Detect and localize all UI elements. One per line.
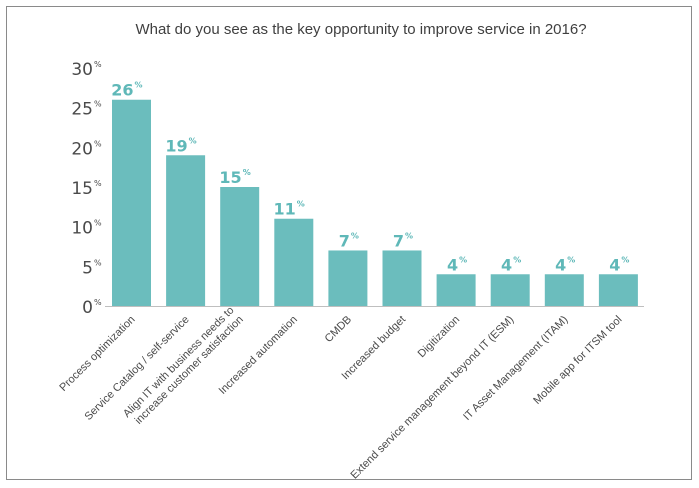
x-tick-label: CMDB bbox=[323, 314, 354, 345]
y-tick-unit: % bbox=[94, 100, 102, 109]
bar bbox=[382, 250, 422, 306]
y-tick-value: 10 bbox=[71, 219, 93, 239]
data-label-value: 15 bbox=[219, 168, 241, 187]
data-label-unit: % bbox=[297, 200, 305, 209]
y-tick-label: 20% bbox=[71, 139, 102, 159]
y-tick-unit: % bbox=[94, 139, 102, 148]
data-label-unit: % bbox=[243, 168, 251, 177]
x-tick-label-line: CMDB bbox=[323, 314, 354, 345]
y-tick-label: 5% bbox=[82, 258, 102, 278]
x-tick-label-line: Mobile app for ITSM tool bbox=[531, 314, 624, 407]
data-label-value: 7 bbox=[393, 231, 404, 250]
data-label: 11% bbox=[274, 200, 305, 219]
y-tick-label: 10% bbox=[71, 219, 102, 239]
y-tick-value: 0 bbox=[82, 298, 93, 318]
data-label: 19% bbox=[165, 136, 196, 155]
data-label-unit: % bbox=[351, 231, 359, 240]
data-label-value: 26 bbox=[111, 81, 133, 100]
data-label: 7% bbox=[339, 231, 359, 250]
data-label-unit: % bbox=[459, 255, 467, 264]
y-tick-unit: % bbox=[94, 298, 102, 307]
bar bbox=[544, 274, 584, 306]
data-label: 4% bbox=[501, 255, 521, 274]
y-tick-value: 5 bbox=[82, 258, 93, 278]
data-label-unit: % bbox=[621, 255, 629, 264]
y-tick-value: 30 bbox=[71, 60, 93, 80]
data-label-unit: % bbox=[567, 255, 575, 264]
bar bbox=[112, 99, 151, 306]
data-label: 4% bbox=[555, 255, 575, 274]
bar bbox=[274, 218, 314, 306]
bars: 26 %19 %15 %11 %7% 7 %4% 4% 4% 4% bbox=[111, 81, 638, 306]
bar bbox=[598, 274, 638, 306]
y-tick-unit: % bbox=[94, 219, 102, 228]
x-tick-label-line: Digitization bbox=[416, 314, 463, 361]
x-tick-label-line: increase customer satisfaction bbox=[133, 314, 246, 427]
data-label-value: 11 bbox=[274, 200, 296, 219]
x-tick-label: IT Asset Management (ITAM) bbox=[461, 314, 570, 423]
x-tick-label: Digitization bbox=[416, 314, 463, 361]
data-label-value: 4 bbox=[609, 255, 620, 274]
data-label: 4% bbox=[447, 255, 467, 274]
data-label: 4% bbox=[609, 255, 629, 274]
y-tick-unit: % bbox=[94, 258, 102, 267]
bar bbox=[166, 155, 206, 306]
y-tick-value: 20 bbox=[71, 139, 93, 159]
x-tick-label: Mobile app for ITSM tool bbox=[531, 314, 624, 407]
x-tick-label-line: IT Asset Management (ITAM) bbox=[461, 314, 570, 423]
bar bbox=[490, 274, 530, 306]
bar bbox=[436, 274, 476, 306]
chart-title: What do you see as the key opportunity t… bbox=[135, 21, 586, 38]
y-axis: 0 %5 %10 %15 %20 %25 %30% bbox=[71, 60, 102, 318]
data-label-unit: % bbox=[405, 231, 413, 240]
data-label-value: 7 bbox=[339, 231, 350, 250]
data-label: 15% bbox=[219, 168, 250, 187]
y-tick-value: 15 bbox=[71, 179, 93, 199]
data-label-unit: % bbox=[135, 81, 143, 90]
y-tick-unit: % bbox=[94, 179, 102, 188]
data-label: 26% bbox=[111, 81, 142, 100]
bar bbox=[328, 250, 368, 306]
y-tick-label: 25% bbox=[71, 100, 102, 120]
y-tick-label: 0% bbox=[82, 298, 102, 318]
data-label: 7% bbox=[393, 231, 413, 250]
data-label-value: 4 bbox=[501, 255, 512, 274]
data-label-unit: % bbox=[513, 255, 521, 264]
y-tick-label: 15% bbox=[71, 179, 102, 199]
bar bbox=[220, 187, 260, 306]
data-label-value: 19 bbox=[165, 136, 187, 155]
data-label-value: 4 bbox=[555, 255, 566, 274]
y-tick-unit: % bbox=[94, 60, 102, 69]
y-tick-value: 25 bbox=[71, 100, 93, 120]
y-tick-label: 30% bbox=[71, 60, 102, 80]
data-label-value: 4 bbox=[447, 255, 458, 274]
data-label-unit: % bbox=[189, 136, 197, 145]
